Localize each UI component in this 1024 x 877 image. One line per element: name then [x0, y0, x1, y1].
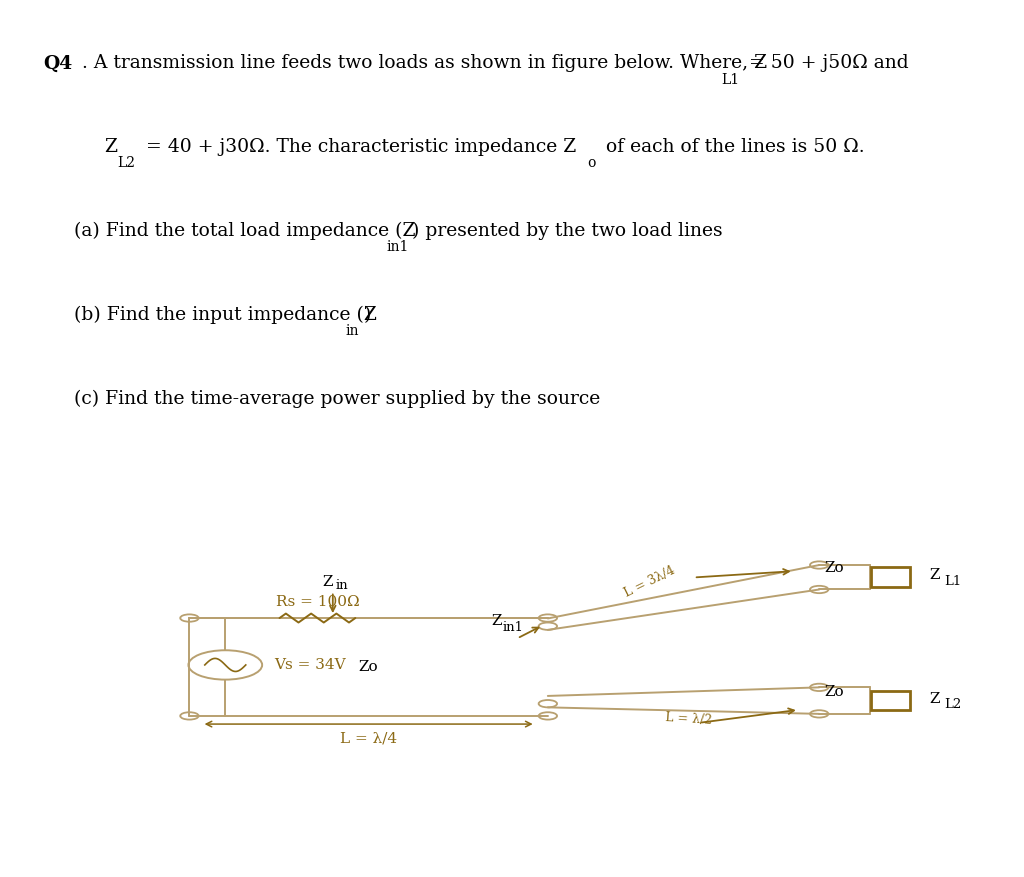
- Text: ) presented by the two load lines: ) presented by the two load lines: [412, 222, 722, 240]
- Text: in: in: [336, 579, 348, 591]
- Text: Zo: Zo: [824, 685, 845, 699]
- Text: Vs = 34V: Vs = 34V: [274, 658, 346, 672]
- Text: L = 3λ/4: L = 3λ/4: [623, 564, 678, 600]
- Text: = 40 + j30Ω. The characteristic impedance Z: = 40 + j30Ω. The characteristic impedanc…: [140, 139, 577, 156]
- Text: L2: L2: [944, 698, 962, 711]
- Text: Z: Z: [492, 614, 502, 628]
- Text: (b) Find the input impedance (Z: (b) Find the input impedance (Z: [74, 306, 377, 324]
- Text: Rs = 100Ω: Rs = 100Ω: [275, 595, 359, 609]
- Text: Q4: Q4: [43, 54, 73, 73]
- Text: (c) Find the time-average power supplied by the source: (c) Find the time-average power supplied…: [74, 390, 600, 408]
- Text: of each of the lines is 50 Ω.: of each of the lines is 50 Ω.: [600, 139, 864, 156]
- Text: in: in: [345, 324, 358, 339]
- Text: L1: L1: [944, 574, 962, 588]
- Text: . A transmission line feeds two loads as shown in figure below. Where, Z: . A transmission line feeds two loads as…: [82, 54, 767, 73]
- Text: o: o: [587, 156, 595, 170]
- Text: Z: Z: [104, 139, 118, 156]
- Bar: [871, 691, 910, 710]
- Text: ): ): [364, 306, 371, 324]
- Bar: [871, 567, 910, 587]
- Text: L2: L2: [118, 156, 136, 170]
- Text: in1: in1: [386, 240, 409, 254]
- Text: L = λ/2: L = λ/2: [665, 711, 712, 727]
- Text: in1: in1: [503, 622, 524, 634]
- Text: L = λ/4: L = λ/4: [340, 731, 397, 745]
- Text: Zo: Zo: [358, 660, 379, 674]
- Text: Z: Z: [930, 568, 940, 582]
- Text: Z: Z: [323, 575, 333, 589]
- Text: Z: Z: [930, 692, 940, 706]
- Text: = 50 + j50Ω and: = 50 + j50Ω and: [743, 54, 909, 73]
- Text: Zo: Zo: [824, 561, 845, 575]
- Text: L1: L1: [721, 73, 739, 87]
- Text: (a) Find the total load impedance (Z: (a) Find the total load impedance (Z: [74, 222, 415, 240]
